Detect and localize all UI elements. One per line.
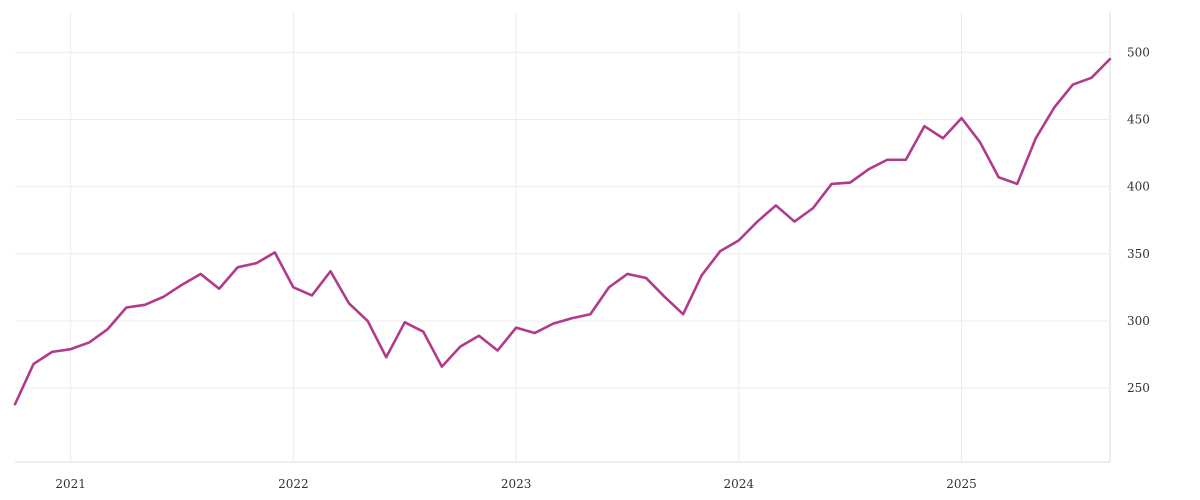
x-tick-label-2024: 2024: [724, 477, 755, 491]
y-tick-label-400: 400: [1127, 180, 1150, 194]
y-tick-label-350: 350: [1127, 247, 1150, 261]
y-tick-label-450: 450: [1127, 112, 1150, 126]
labels-layer: 250 300 350 400 450 500 2021 2022 2023 2024 2025: [55, 45, 1150, 491]
x-tick-label-2023: 2023: [501, 477, 532, 491]
series-layer: [13, 57, 1112, 406]
x-tick-label-2021: 2021: [55, 477, 86, 491]
x-tick-label-2025: 2025: [946, 477, 977, 491]
series-line-0: [13, 57, 1112, 406]
y-tick-label-300: 300: [1127, 314, 1150, 328]
axes-layer: [15, 12, 1111, 463]
x-tick-label-2022: 2022: [278, 477, 309, 491]
y-tick-label-500: 500: [1127, 45, 1150, 59]
grid-layer: [15, 12, 1110, 462]
y-tick-label-250: 250: [1127, 381, 1150, 395]
